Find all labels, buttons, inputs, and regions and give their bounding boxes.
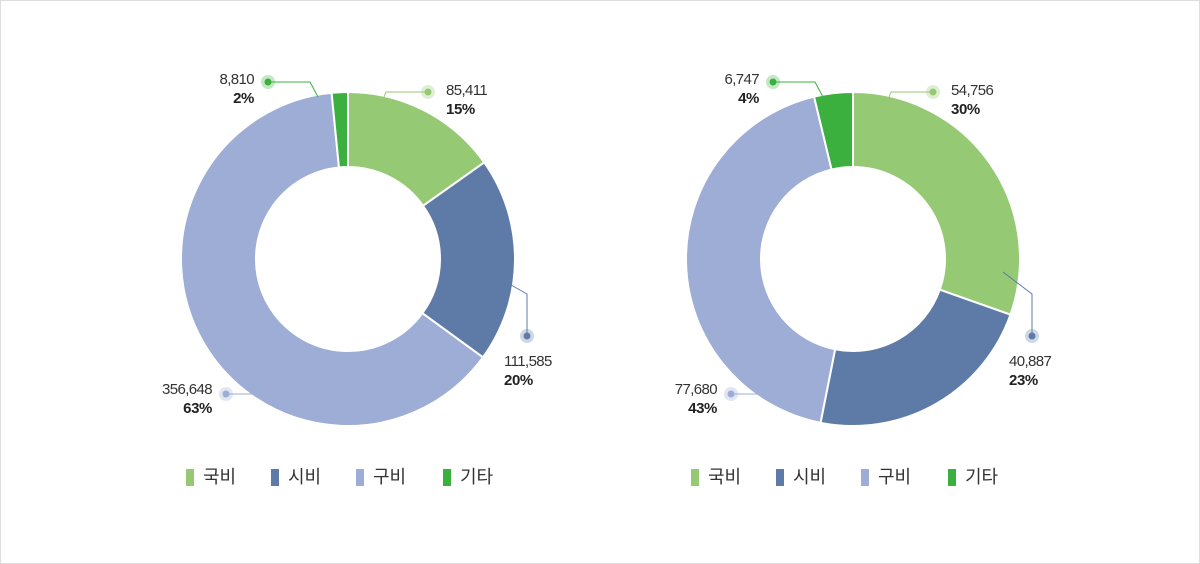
percent-label-2-2: 23% (1009, 372, 1038, 389)
percent-label-2-1: 30% (951, 101, 980, 118)
percent-label-1-1: 15% (446, 101, 475, 118)
leader-dot-1-2 (523, 332, 531, 340)
legend-label-1-4: 기타 (460, 467, 494, 488)
leader-dot-2-4 (769, 78, 777, 86)
leader-line-1-2 (510, 284, 528, 336)
donut-slice-2-1 (852, 90, 1021, 316)
percent-label-2-3: 43% (688, 400, 717, 417)
legend-label-2-2: 시비 (793, 467, 826, 488)
leader-line-2-2 (1002, 271, 1033, 336)
value-label-1-4: 8,810 (219, 71, 254, 88)
leader-line-2-4 (773, 81, 824, 98)
percent-label-1-2: 20% (504, 372, 533, 389)
leader-dot-2-2 (1028, 332, 1036, 340)
leader-line-1-4 (268, 81, 319, 98)
donut-slice-1-3 (180, 91, 485, 427)
value-label-2-2: 40,887 (1009, 353, 1052, 370)
value-label-2-3: 77,680 (675, 381, 718, 398)
legend-swatch-1-1 (186, 469, 194, 486)
legend-label-2-3: 구비 (878, 467, 911, 488)
legend-label-2-4: 기타 (965, 467, 999, 488)
donut-slice-2-4 (812, 90, 854, 171)
legend-label-1-1: 국비 (203, 467, 236, 488)
donut-slice-1-2 (420, 161, 516, 359)
legend-label-1-3: 구비 (373, 467, 406, 488)
legend-swatch-1-2 (271, 469, 279, 486)
legend-swatch-2-4 (948, 469, 956, 486)
legend-swatch-2-3 (861, 469, 869, 486)
leader-dot-1-3 (222, 390, 230, 398)
percent-label-1-4: 2% (233, 90, 254, 107)
percent-label-1-3: 63% (183, 400, 212, 417)
donut-slice-2-3 (685, 95, 837, 424)
value-label-1-3: 356,648 (162, 381, 212, 398)
donut-slice-2-2 (819, 288, 1012, 427)
legend-swatch-1-4 (443, 469, 451, 486)
value-label-1-2: 111,585 (504, 353, 552, 370)
leader-dot-2-1 (929, 88, 937, 96)
legend-swatch-1-3 (356, 469, 364, 486)
donut-slice-1-4 (330, 90, 349, 169)
percent-label-2-4: 4% (738, 90, 759, 107)
leader-line-2-1 (888, 91, 933, 98)
value-label-2-1: 54,756 (951, 82, 994, 99)
leader-dot-1-1 (424, 88, 432, 96)
leader-dot-2-3 (727, 390, 735, 398)
value-label-2-4: 6,747 (724, 71, 759, 88)
value-label-1-1: 85,411 (446, 82, 487, 99)
legend-label-2-1: 국비 (708, 467, 741, 488)
leader-line-1-1 (383, 91, 428, 98)
legend-swatch-2-1 (691, 469, 699, 486)
legend-swatch-2-2 (776, 469, 784, 486)
legend-label-1-2: 시비 (288, 467, 321, 488)
leader-dot-1-4 (264, 78, 272, 86)
